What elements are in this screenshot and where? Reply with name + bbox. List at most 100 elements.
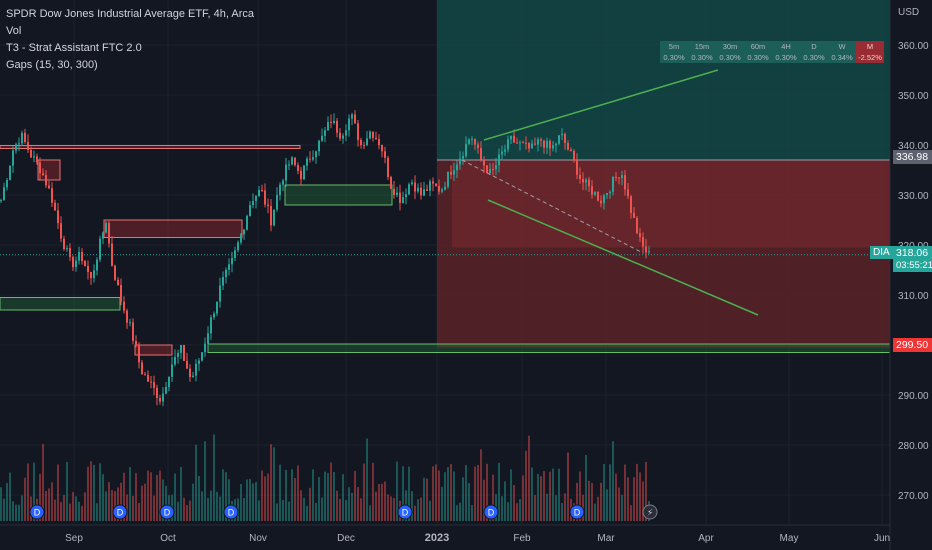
- candle-body: [345, 130, 347, 136]
- volume-bar: [333, 472, 335, 521]
- volume-bar: [252, 483, 254, 521]
- candle-body: [165, 387, 167, 394]
- dividend-marker[interactable]: [223, 504, 239, 520]
- time-tick-label: Mar: [597, 533, 615, 544]
- candle-body: [495, 165, 497, 170]
- candle-body: [423, 189, 425, 196]
- projection-dashed-line[interactable]: [461, 159, 643, 253]
- earnings-marker[interactable]: [642, 504, 658, 520]
- volume-bar: [327, 473, 329, 521]
- volume-bar: [276, 503, 278, 521]
- candle-body: [228, 264, 230, 270]
- candle-body: [252, 201, 254, 206]
- time-tick-label: Oct: [160, 533, 176, 544]
- volume-bar: [444, 472, 446, 521]
- bearish-gap-zone[interactable]: [103, 219, 243, 238]
- volume-bar: [195, 444, 197, 521]
- volume-bar: [117, 487, 119, 521]
- price-tick-label: 360.00: [898, 41, 929, 52]
- candle-body: [189, 368, 191, 378]
- volume-bar: [372, 462, 374, 521]
- volume-bar: [135, 473, 137, 521]
- candle-body: [192, 375, 194, 378]
- volume-bar: [561, 502, 563, 521]
- volume-bar: [141, 485, 143, 521]
- lower-level-tag[interactable]: 299.50: [893, 338, 932, 352]
- bullish-gap-zone[interactable]: [207, 343, 891, 353]
- candle-body: [78, 251, 80, 261]
- legend-strat-indicator[interactable]: T3 - Strat Assistant FTC 2.0: [6, 42, 142, 54]
- volume-bar: [177, 501, 179, 521]
- time-axis[interactable]: Sep Oct Nov Dec 2023 Feb Mar Apr May Jun: [0, 524, 890, 544]
- volume-bar: [174, 473, 176, 521]
- candle-body: [465, 143, 467, 157]
- volume-bar: [435, 464, 437, 521]
- candle-body: [522, 142, 524, 144]
- volume-bar: [3, 498, 5, 521]
- volume-bar: [300, 490, 302, 521]
- candle-body: [222, 277, 224, 286]
- candle-body: [576, 160, 578, 175]
- current-price-tag[interactable]: 318.06: [893, 246, 932, 260]
- candle-body: [75, 260, 77, 268]
- dividend-marker[interactable]: [483, 504, 499, 520]
- volume-bar: [0, 487, 2, 521]
- volume-bar: [426, 478, 428, 521]
- volume-bar: [75, 496, 77, 521]
- volume-bar: [636, 463, 638, 521]
- candle-body: [69, 248, 71, 257]
- candle-body: [630, 196, 632, 213]
- candle-body: [105, 222, 107, 233]
- volume-bar: [351, 492, 353, 521]
- candle-body: [351, 114, 353, 119]
- candle-body: [159, 398, 161, 402]
- volume-bar: [267, 473, 269, 521]
- volume-bar: [45, 490, 47, 521]
- volume-bar: [414, 505, 416, 521]
- volume-bar: [228, 479, 230, 521]
- volume-bar: [600, 482, 602, 521]
- candle-body: [636, 217, 638, 234]
- volume-bar: [492, 474, 494, 521]
- bullish-gap-zone[interactable]: [0, 297, 121, 311]
- volume-bar: [105, 491, 107, 521]
- dividend-marker[interactable]: [569, 504, 585, 520]
- position-zones: [0, 0, 890, 348]
- legend-gaps-indicator[interactable]: Gaps (15, 30, 300): [6, 59, 98, 71]
- volume-bar: [321, 497, 323, 521]
- trendlines[interactable]: [461, 69, 759, 316]
- ftc-value-w: 0.34%: [828, 52, 856, 63]
- price-tick-label: 340.00: [898, 141, 929, 152]
- volume-bar: [474, 466, 476, 521]
- bearish-gap-zone[interactable]: [0, 145, 301, 149]
- ftc-value-30m: 0.30%: [716, 52, 744, 63]
- target-zone[interactable]: [437, 0, 890, 160]
- bearish-gap-zone[interactable]: [37, 159, 61, 181]
- volume-bar: [330, 462, 332, 521]
- legend-title[interactable]: SPDR Dow Jones Industrial Average ETF, 4…: [6, 8, 255, 20]
- volume-bar: [555, 495, 557, 521]
- volume-bar: [576, 482, 578, 521]
- candle-body: [492, 169, 494, 171]
- candle-body: [441, 189, 443, 192]
- event-markers[interactable]: D D D D D D D ⚡: [29, 504, 658, 520]
- price-tick-label: 310.00: [898, 291, 929, 302]
- dividend-marker[interactable]: [112, 504, 128, 520]
- upper-trendline[interactable]: [483, 69, 719, 141]
- volume-bar: [369, 505, 371, 521]
- price-axis[interactable]: USD270.00280.00290.00300.00310.00320.003…: [889, 0, 929, 550]
- legend-volume[interactable]: Vol: [6, 25, 22, 37]
- dividend-marker[interactable]: [397, 504, 413, 520]
- candle-body: [372, 131, 374, 138]
- volume-bar: [99, 463, 101, 521]
- candle-body: [210, 317, 212, 334]
- bearish-gap-zone[interactable]: [134, 344, 173, 356]
- volume-bar: [243, 498, 245, 521]
- upper-level-tag[interactable]: 336.98: [893, 150, 932, 164]
- candle-body: [480, 148, 482, 160]
- bullish-gap-zone[interactable]: [284, 184, 393, 206]
- dividend-marker[interactable]: [29, 504, 45, 520]
- lower-trendline[interactable]: [487, 199, 759, 316]
- dividend-marker[interactable]: [159, 504, 175, 520]
